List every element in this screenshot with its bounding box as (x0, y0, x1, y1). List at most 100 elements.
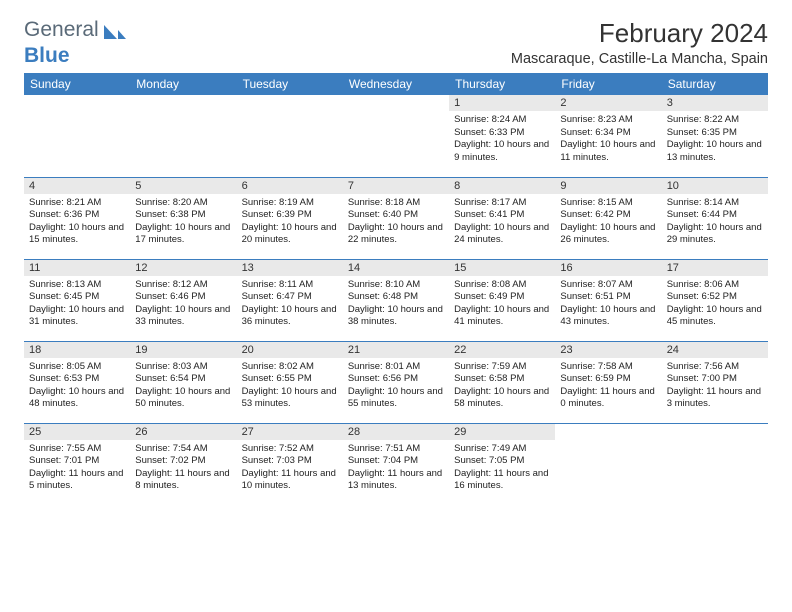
day-number: 27 (237, 424, 343, 440)
day-details: Sunrise: 8:10 AMSunset: 6:48 PMDaylight:… (343, 276, 449, 332)
day-number: 4 (24, 178, 130, 194)
calendar-table: SundayMondayTuesdayWednesdayThursdayFrid… (24, 73, 768, 505)
calendar-day-cell: 18Sunrise: 8:05 AMSunset: 6:53 PMDayligh… (24, 341, 130, 423)
calendar-day-cell (555, 423, 661, 505)
day-number: 15 (449, 260, 555, 276)
day-number: 13 (237, 260, 343, 276)
calendar-day-cell (130, 95, 236, 177)
day-number: 12 (130, 260, 236, 276)
calendar-day-cell (343, 95, 449, 177)
weekday-header: Tuesday (237, 73, 343, 95)
calendar-day-cell: 7Sunrise: 8:18 AMSunset: 6:40 PMDaylight… (343, 177, 449, 259)
day-details: Sunrise: 8:23 AMSunset: 6:34 PMDaylight:… (555, 111, 661, 167)
calendar-day-cell (24, 95, 130, 177)
calendar-day-cell: 12Sunrise: 8:12 AMSunset: 6:46 PMDayligh… (130, 259, 236, 341)
weekday-header: Thursday (449, 73, 555, 95)
day-number: 3 (662, 95, 768, 111)
calendar-day-cell: 5Sunrise: 8:20 AMSunset: 6:38 PMDaylight… (130, 177, 236, 259)
location-subtitle: Mascaraque, Castille-La Mancha, Spain (511, 51, 768, 67)
calendar-week-row: 1Sunrise: 8:24 AMSunset: 6:33 PMDaylight… (24, 95, 768, 177)
day-number: 20 (237, 342, 343, 358)
page-header: General February 2024 Mascaraque, Castil… (24, 18, 768, 67)
day-number: 14 (343, 260, 449, 276)
day-number: 28 (343, 424, 449, 440)
day-details: Sunrise: 8:17 AMSunset: 6:41 PMDaylight:… (449, 194, 555, 250)
day-details: Sunrise: 8:07 AMSunset: 6:51 PMDaylight:… (555, 276, 661, 332)
calendar-week-row: 11Sunrise: 8:13 AMSunset: 6:45 PMDayligh… (24, 259, 768, 341)
calendar-day-cell: 22Sunrise: 7:59 AMSunset: 6:58 PMDayligh… (449, 341, 555, 423)
weekday-header: Wednesday (343, 73, 449, 95)
day-number: 22 (449, 342, 555, 358)
title-block: February 2024 Mascaraque, Castille-La Ma… (511, 18, 768, 67)
calendar-day-cell: 9Sunrise: 8:15 AMSunset: 6:42 PMDaylight… (555, 177, 661, 259)
day-number: 24 (662, 342, 768, 358)
calendar-day-cell: 11Sunrise: 8:13 AMSunset: 6:45 PMDayligh… (24, 259, 130, 341)
day-number: 18 (24, 342, 130, 358)
calendar-day-cell: 28Sunrise: 7:51 AMSunset: 7:04 PMDayligh… (343, 423, 449, 505)
day-number: 25 (24, 424, 130, 440)
calendar-day-cell: 19Sunrise: 8:03 AMSunset: 6:54 PMDayligh… (130, 341, 236, 423)
calendar-day-cell: 3Sunrise: 8:22 AMSunset: 6:35 PMDaylight… (662, 95, 768, 177)
weekday-header: Monday (130, 73, 236, 95)
calendar-day-cell (237, 95, 343, 177)
day-number: 9 (555, 178, 661, 194)
day-details: Sunrise: 8:03 AMSunset: 6:54 PMDaylight:… (130, 358, 236, 414)
weekday-header: Friday (555, 73, 661, 95)
calendar-day-cell: 13Sunrise: 8:11 AMSunset: 6:47 PMDayligh… (237, 259, 343, 341)
day-details: Sunrise: 7:55 AMSunset: 7:01 PMDaylight:… (24, 440, 130, 496)
calendar-week-row: 25Sunrise: 7:55 AMSunset: 7:01 PMDayligh… (24, 423, 768, 505)
calendar-day-cell: 15Sunrise: 8:08 AMSunset: 6:49 PMDayligh… (449, 259, 555, 341)
day-details: Sunrise: 8:11 AMSunset: 6:47 PMDaylight:… (237, 276, 343, 332)
day-details: Sunrise: 8:18 AMSunset: 6:40 PMDaylight:… (343, 194, 449, 250)
calendar-day-cell: 21Sunrise: 8:01 AMSunset: 6:56 PMDayligh… (343, 341, 449, 423)
day-number: 10 (662, 178, 768, 194)
day-details: Sunrise: 8:20 AMSunset: 6:38 PMDaylight:… (130, 194, 236, 250)
calendar-day-cell: 4Sunrise: 8:21 AMSunset: 6:36 PMDaylight… (24, 177, 130, 259)
day-details: Sunrise: 7:51 AMSunset: 7:04 PMDaylight:… (343, 440, 449, 496)
day-details: Sunrise: 7:49 AMSunset: 7:05 PMDaylight:… (449, 440, 555, 496)
day-details: Sunrise: 8:19 AMSunset: 6:39 PMDaylight:… (237, 194, 343, 250)
day-number: 23 (555, 342, 661, 358)
day-number: 11 (24, 260, 130, 276)
day-number: 8 (449, 178, 555, 194)
day-number: 19 (130, 342, 236, 358)
calendar-day-cell: 26Sunrise: 7:54 AMSunset: 7:02 PMDayligh… (130, 423, 236, 505)
calendar-day-cell: 14Sunrise: 8:10 AMSunset: 6:48 PMDayligh… (343, 259, 449, 341)
day-number: 29 (449, 424, 555, 440)
day-details: Sunrise: 7:54 AMSunset: 7:02 PMDaylight:… (130, 440, 236, 496)
day-details: Sunrise: 8:15 AMSunset: 6:42 PMDaylight:… (555, 194, 661, 250)
day-details: Sunrise: 8:06 AMSunset: 6:52 PMDaylight:… (662, 276, 768, 332)
calendar-day-cell (662, 423, 768, 505)
day-number (662, 424, 768, 440)
day-number: 1 (449, 95, 555, 111)
calendar-day-cell: 27Sunrise: 7:52 AMSunset: 7:03 PMDayligh… (237, 423, 343, 505)
brand-part1: General (24, 18, 99, 42)
calendar-day-cell: 23Sunrise: 7:58 AMSunset: 6:59 PMDayligh… (555, 341, 661, 423)
day-details: Sunrise: 7:56 AMSunset: 7:00 PMDaylight:… (662, 358, 768, 414)
day-details: Sunrise: 7:52 AMSunset: 7:03 PMDaylight:… (237, 440, 343, 496)
day-number: 21 (343, 342, 449, 358)
day-details: Sunrise: 8:21 AMSunset: 6:36 PMDaylight:… (24, 194, 130, 250)
day-details: Sunrise: 8:14 AMSunset: 6:44 PMDaylight:… (662, 194, 768, 250)
day-number: 17 (662, 260, 768, 276)
calendar-day-cell: 2Sunrise: 8:23 AMSunset: 6:34 PMDaylight… (555, 95, 661, 177)
day-number: 16 (555, 260, 661, 276)
day-number: 5 (130, 178, 236, 194)
logo-triangle-icon (104, 23, 126, 39)
day-details: Sunrise: 8:02 AMSunset: 6:55 PMDaylight:… (237, 358, 343, 414)
day-number: 2 (555, 95, 661, 111)
day-number: 6 (237, 178, 343, 194)
weekday-header-row: SundayMondayTuesdayWednesdayThursdayFrid… (24, 73, 768, 95)
day-details: Sunrise: 8:01 AMSunset: 6:56 PMDaylight:… (343, 358, 449, 414)
calendar-day-cell: 8Sunrise: 8:17 AMSunset: 6:41 PMDaylight… (449, 177, 555, 259)
month-title: February 2024 (511, 18, 768, 49)
calendar-day-cell: 10Sunrise: 8:14 AMSunset: 6:44 PMDayligh… (662, 177, 768, 259)
day-number: 7 (343, 178, 449, 194)
calendar-day-cell: 29Sunrise: 7:49 AMSunset: 7:05 PMDayligh… (449, 423, 555, 505)
day-details: Sunrise: 8:22 AMSunset: 6:35 PMDaylight:… (662, 111, 768, 167)
day-details: Sunrise: 7:58 AMSunset: 6:59 PMDaylight:… (555, 358, 661, 414)
day-number (24, 95, 130, 111)
calendar-day-cell: 1Sunrise: 8:24 AMSunset: 6:33 PMDaylight… (449, 95, 555, 177)
day-details: Sunrise: 8:24 AMSunset: 6:33 PMDaylight:… (449, 111, 555, 167)
day-details: Sunrise: 8:12 AMSunset: 6:46 PMDaylight:… (130, 276, 236, 332)
